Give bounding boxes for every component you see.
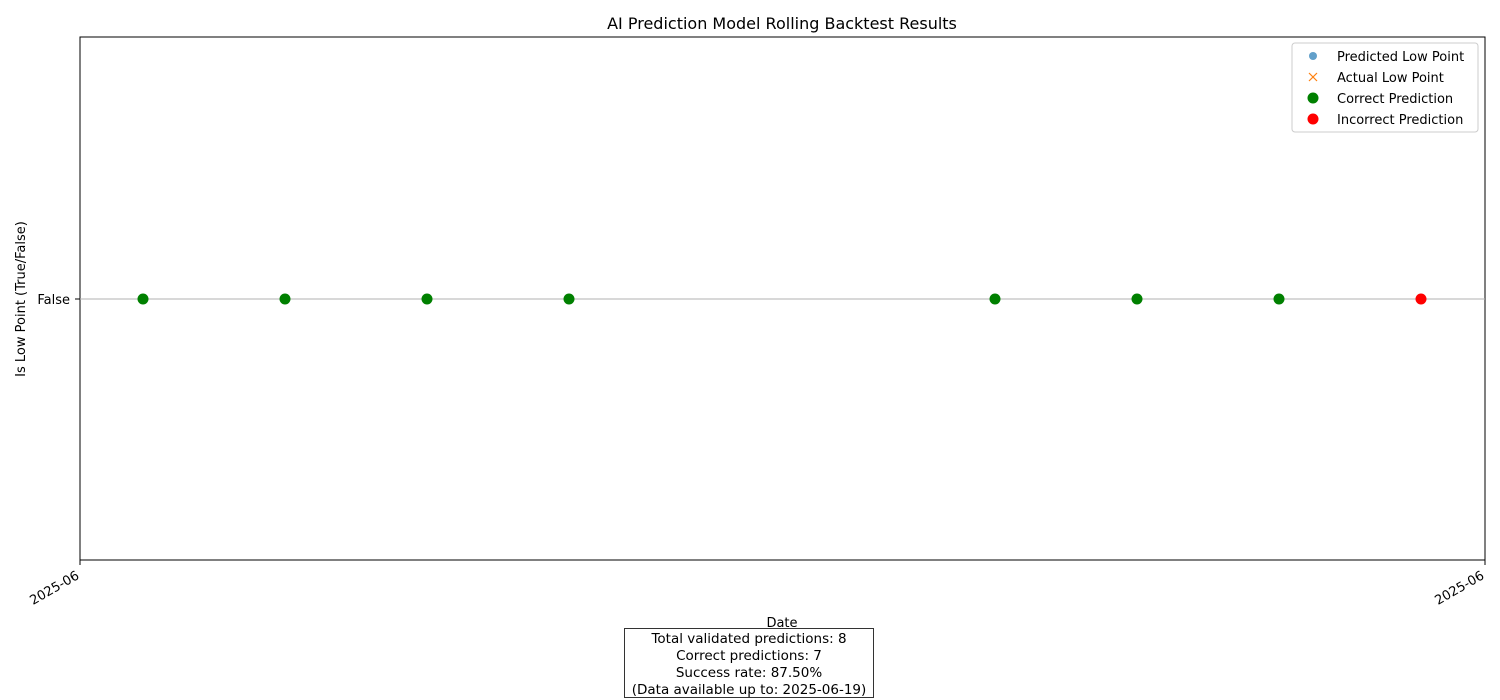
summary-rate: Success rate: 87.50% (675, 665, 823, 681)
correct-prediction-point (989, 293, 1001, 305)
y-tick-label: False (37, 293, 70, 308)
y-axis-label: Is Low Point (True/False) (14, 221, 29, 377)
correct-prediction-point (1273, 293, 1285, 305)
incorrect-prediction-point (1415, 293, 1427, 305)
summary-box: Total validated predictions: 8 Correct p… (624, 628, 874, 698)
chart-title: AI Prediction Model Rolling Backtest Res… (607, 14, 957, 33)
legend-label: Incorrect Prediction (1337, 113, 1463, 128)
correct-prediction-point (421, 293, 433, 305)
correct-prediction-point (563, 293, 575, 305)
legend-frame (1291, 42, 1479, 133)
y-axis: False (37, 293, 80, 308)
summary-available: (Data available up to: 2025-06-19) (631, 682, 867, 698)
correct-prediction-point (137, 293, 149, 305)
summary-correct: Correct predictions: 7 (676, 648, 822, 664)
correct-prediction-point (279, 293, 291, 305)
x-tick-label: 2025-06 (27, 568, 82, 608)
summary-total: Total validated predictions: 8 (651, 631, 847, 647)
legend-marker-circle (1307, 92, 1319, 104)
x-axis-label: Date (766, 616, 797, 631)
legend-label: Actual Low Point (1337, 71, 1444, 86)
x-tick-label: 2025-06 (1432, 568, 1487, 608)
legend-marker-circle (1307, 113, 1319, 125)
legend-label: Predicted Low Point (1337, 50, 1464, 65)
legend-marker-predicted (1309, 52, 1317, 60)
data-points (137, 293, 1427, 305)
legend-label: Correct Prediction (1337, 92, 1453, 107)
x-axis: 2025-06 2025-06 (27, 560, 1487, 609)
legend: Predicted Low Point Actual Low Point Corre… (1291, 42, 1479, 133)
correct-prediction-point (1131, 293, 1143, 305)
legend-marker-x (1308, 72, 1318, 82)
